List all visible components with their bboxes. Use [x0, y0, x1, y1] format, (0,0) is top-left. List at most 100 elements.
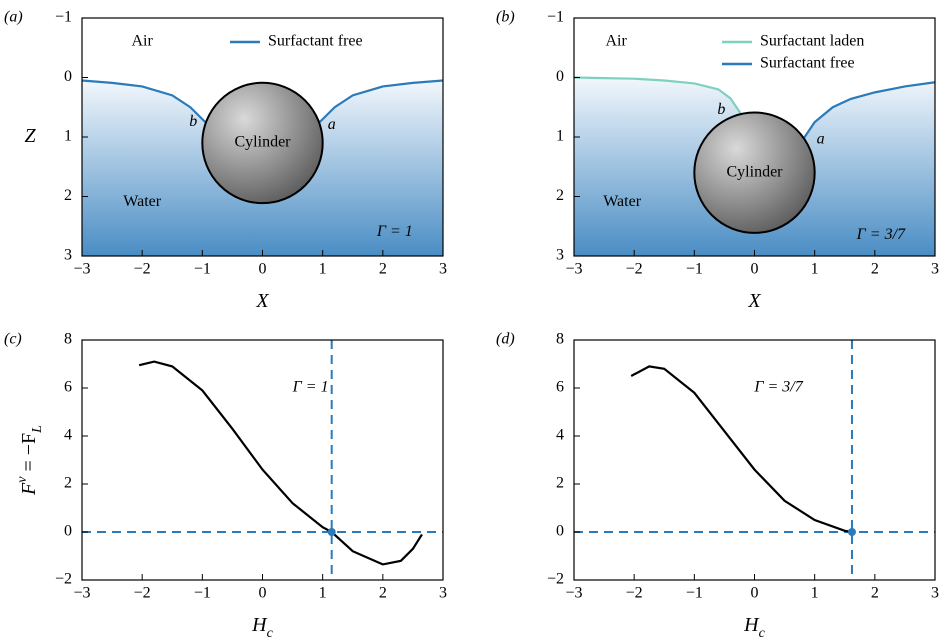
x-tick-label: 0: [259, 261, 267, 278]
y-axis-label-part: L: [30, 425, 45, 434]
x-tick-label: −3: [565, 261, 582, 278]
plot-frame: [573, 339, 936, 581]
y-tick-label: 2: [556, 187, 564, 204]
y-tick-label: 2: [64, 187, 72, 204]
panel-label: (b): [496, 9, 515, 26]
y-axis-label-part: Z: [24, 125, 36, 147]
annotation: Γ = 3/7: [753, 379, 803, 396]
y-tick-label: −2: [55, 571, 72, 588]
y-tick-label: 6: [556, 379, 564, 396]
y-tick-label: 0: [556, 523, 564, 540]
panel-label: (c): [4, 331, 22, 348]
annotation: Air: [132, 32, 154, 49]
x-tick-label: 0: [259, 585, 267, 602]
legend-label: Surfactant free: [268, 33, 363, 50]
annotation: b: [189, 113, 197, 130]
x-tick-label: −1: [194, 261, 211, 278]
x-tick-label: 0: [751, 585, 759, 602]
x-axis-label: Hc: [743, 614, 765, 641]
x-tick-label: 3: [439, 585, 447, 602]
y-tick-label: 3: [556, 247, 564, 264]
annotation: Γ = 1: [292, 379, 329, 396]
y-tick-label: 2: [64, 475, 72, 492]
x-axis-label-part: X: [255, 290, 269, 312]
x-axis-label: Hc: [251, 614, 273, 641]
x-tick-label: 3: [931, 261, 939, 278]
x-tick-label: −2: [626, 585, 643, 602]
annotation: a: [328, 116, 336, 133]
x-tick-label: −1: [194, 585, 211, 602]
x-tick-label: 1: [811, 585, 819, 602]
x-axis-label: X: [747, 290, 761, 312]
y-tick-label: −2: [547, 571, 564, 588]
cylinder-label: Cylinder: [727, 163, 784, 180]
x-tick-label: −2: [134, 261, 151, 278]
x-tick-label: 1: [811, 261, 819, 278]
x-tick-label: 3: [931, 585, 939, 602]
y-tick-label: 0: [64, 68, 72, 85]
x-tick-label: 2: [871, 261, 879, 278]
annotation: a: [817, 131, 825, 148]
y-tick-label: 1: [64, 128, 72, 145]
y-axis-label-part: v: [15, 476, 30, 483]
x-tick-label: 1: [319, 585, 327, 602]
crossing-point: [327, 528, 336, 536]
data-line: [801, 81, 936, 141]
x-axis-label-part: H: [251, 614, 268, 636]
x-axis-label-part: X: [747, 290, 761, 312]
y-tick-label: 2: [556, 475, 564, 492]
cylinder: [201, 81, 324, 205]
x-tick-label: −1: [686, 585, 703, 602]
y-tick-label: −1: [55, 9, 72, 26]
x-tick-label: −2: [626, 261, 643, 278]
x-tick-label: 1: [319, 261, 327, 278]
y-tick-label: 3: [64, 247, 72, 264]
cylinder: [693, 111, 816, 234]
data-line: [138, 360, 423, 566]
x-axis-label-part: H: [743, 614, 760, 636]
crossing-point: [847, 528, 856, 536]
annotation: b: [717, 101, 725, 118]
x-tick-label: −1: [686, 261, 703, 278]
x-tick-label: 2: [379, 585, 387, 602]
annotation: Water: [123, 193, 161, 210]
data-line: [573, 76, 744, 117]
y-tick-label: 8: [64, 331, 72, 348]
y-axis-label: Fv = −FL: [15, 425, 45, 496]
x-tick-label: −3: [73, 261, 90, 278]
x-tick-label: 0: [751, 261, 759, 278]
data-line: [630, 365, 853, 534]
x-tick-label: −3: [565, 585, 582, 602]
y-axis-label-part: = −F: [18, 433, 40, 477]
legend-label: Surfactant laden: [760, 33, 864, 50]
y-axis-label-part: F: [18, 482, 40, 496]
y-tick-label: 1: [556, 128, 564, 145]
annotation: Water: [603, 193, 641, 210]
panel-label: (d): [496, 331, 515, 348]
legend-label: Surfactant free: [760, 55, 855, 72]
y-tick-label: 0: [556, 68, 564, 85]
annotation: Γ = 3/7: [856, 226, 906, 243]
y-tick-label: 4: [64, 427, 72, 444]
x-axis-label: X: [255, 290, 269, 312]
x-tick-label: −3: [73, 585, 90, 602]
x-axis-label-part: c: [759, 626, 766, 641]
y-tick-label: 8: [556, 331, 564, 348]
plot-frame: [81, 339, 444, 581]
panel-label: (a): [4, 9, 23, 26]
x-tick-label: 3: [439, 261, 447, 278]
annotation: Air: [605, 32, 627, 49]
x-tick-label: −2: [134, 585, 151, 602]
y-tick-label: 4: [556, 427, 564, 444]
x-axis-label-part: c: [267, 626, 274, 641]
y-tick-label: 0: [64, 523, 72, 540]
annotation: Γ = 1: [376, 223, 413, 240]
data-line: [81, 79, 444, 123]
y-axis-label: Z: [24, 125, 36, 147]
x-tick-label: 2: [871, 585, 879, 602]
x-tick-label: 2: [379, 261, 387, 278]
cylinder-label: Cylinder: [235, 134, 292, 151]
y-tick-label: 6: [64, 379, 72, 396]
y-tick-label: −1: [547, 9, 564, 26]
